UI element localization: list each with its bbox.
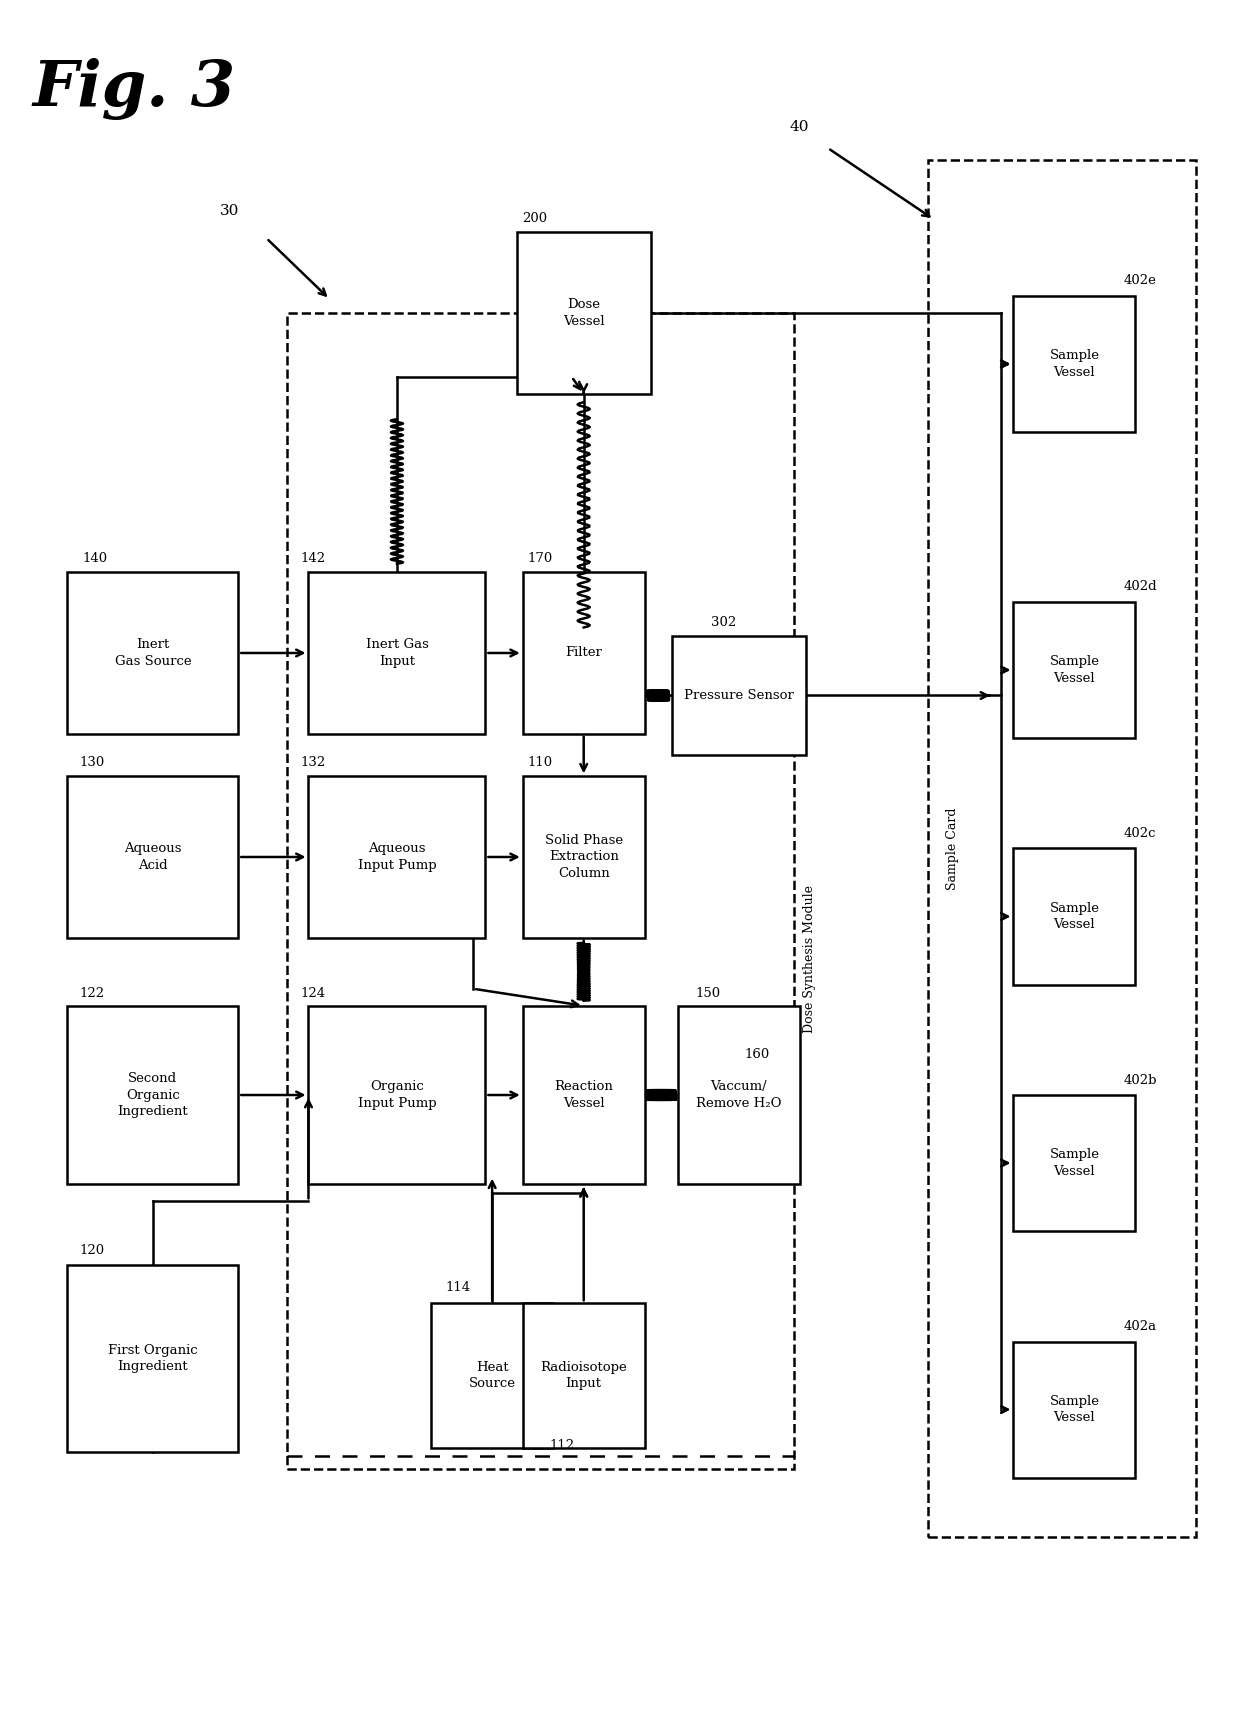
Text: Sample
Vessel: Sample Vessel — [1049, 655, 1100, 684]
Text: 124: 124 — [300, 987, 325, 999]
Text: 402d: 402d — [1123, 581, 1157, 593]
FancyBboxPatch shape — [523, 1006, 645, 1184]
FancyBboxPatch shape — [523, 776, 645, 938]
Text: 160: 160 — [744, 1047, 770, 1061]
Text: 170: 170 — [527, 552, 552, 564]
FancyBboxPatch shape — [1013, 1342, 1136, 1477]
Text: 122: 122 — [79, 987, 104, 999]
Text: 150: 150 — [696, 987, 720, 999]
FancyBboxPatch shape — [678, 1006, 800, 1184]
Text: Inert
Gas Source: Inert Gas Source — [114, 638, 191, 668]
FancyBboxPatch shape — [1013, 848, 1136, 984]
Text: 402c: 402c — [1123, 826, 1157, 840]
Text: 142: 142 — [300, 552, 325, 564]
Text: Sample
Vessel: Sample Vessel — [1049, 1395, 1100, 1424]
Text: 40: 40 — [790, 120, 810, 134]
Text: Filter: Filter — [565, 646, 603, 660]
Text: Sample
Vessel: Sample Vessel — [1049, 902, 1100, 931]
Text: 112: 112 — [549, 1440, 574, 1452]
Text: Heat
Source: Heat Source — [469, 1361, 516, 1390]
Text: Aqueous
Acid: Aqueous Acid — [124, 842, 181, 872]
Text: 402b: 402b — [1123, 1073, 1157, 1087]
Text: Vaccum/
Remove H₂O: Vaccum/ Remove H₂O — [696, 1080, 781, 1109]
FancyBboxPatch shape — [309, 1006, 485, 1184]
Text: 402a: 402a — [1123, 1320, 1157, 1333]
Text: First Organic
Ingredient: First Organic Ingredient — [108, 1344, 197, 1373]
Text: 302: 302 — [712, 617, 737, 629]
Text: 402e: 402e — [1123, 274, 1157, 288]
Text: Second
Organic
Ingredient: Second Organic Ingredient — [118, 1071, 188, 1118]
Text: Radioisotope
Input: Radioisotope Input — [541, 1361, 627, 1390]
FancyBboxPatch shape — [67, 1265, 238, 1452]
FancyBboxPatch shape — [672, 636, 806, 754]
Text: Organic
Input Pump: Organic Input Pump — [357, 1080, 436, 1109]
Text: Sample
Vessel: Sample Vessel — [1049, 1148, 1100, 1178]
Text: 120: 120 — [79, 1244, 104, 1256]
Text: Pressure Sensor: Pressure Sensor — [683, 689, 794, 703]
FancyBboxPatch shape — [67, 1006, 238, 1184]
Text: 110: 110 — [527, 756, 552, 768]
FancyBboxPatch shape — [1013, 297, 1136, 432]
Text: 132: 132 — [300, 756, 325, 768]
FancyBboxPatch shape — [1013, 602, 1136, 739]
Text: 30: 30 — [219, 204, 239, 218]
FancyBboxPatch shape — [517, 231, 651, 394]
FancyBboxPatch shape — [309, 572, 485, 734]
FancyBboxPatch shape — [523, 572, 645, 734]
Text: Inert Gas
Input: Inert Gas Input — [366, 638, 428, 668]
FancyBboxPatch shape — [432, 1303, 553, 1448]
FancyBboxPatch shape — [67, 776, 238, 938]
FancyBboxPatch shape — [309, 776, 485, 938]
Text: 140: 140 — [83, 552, 108, 564]
FancyBboxPatch shape — [1013, 1095, 1136, 1231]
FancyBboxPatch shape — [523, 1303, 645, 1448]
Text: 130: 130 — [79, 756, 104, 768]
FancyBboxPatch shape — [67, 572, 238, 734]
Text: Sample Card: Sample Card — [946, 807, 960, 890]
Text: 200: 200 — [522, 211, 547, 225]
Text: Solid Phase
Extraction
Column: Solid Phase Extraction Column — [544, 835, 622, 879]
Text: Reaction
Vessel: Reaction Vessel — [554, 1080, 613, 1109]
Text: Dose
Vessel: Dose Vessel — [563, 298, 605, 327]
Text: Sample
Vessel: Sample Vessel — [1049, 350, 1100, 379]
Text: 114: 114 — [445, 1280, 470, 1294]
Text: Fig. 3: Fig. 3 — [33, 58, 236, 120]
Text: Aqueous
Input Pump: Aqueous Input Pump — [357, 842, 436, 872]
Text: Dose Synthesis Module: Dose Synthesis Module — [804, 884, 816, 1034]
